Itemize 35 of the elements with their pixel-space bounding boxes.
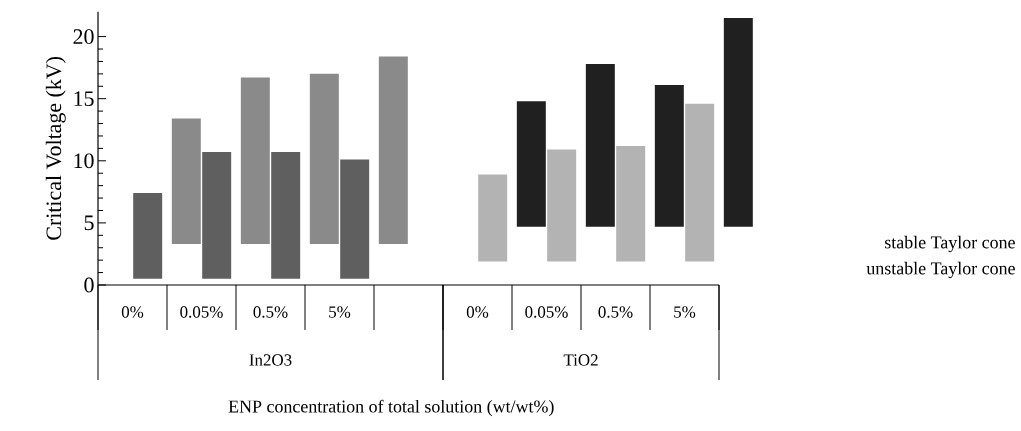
x-tick-label: 5%: [674, 306, 696, 318]
text: TiO2: [563, 354, 598, 366]
x-tick-label: 0%: [121, 306, 144, 318]
bar: [202, 152, 232, 279]
y-tick-label: 15: [74, 91, 94, 107]
bar: [516, 101, 546, 227]
x-tick-label: 0.5%: [253, 306, 288, 318]
text: In2O3: [249, 354, 292, 366]
y-tick-label: 5: [84, 215, 94, 231]
bar: [378, 56, 408, 245]
bar: [340, 159, 370, 279]
x-axis-title: ENP concentration of total solution (wt/wt%): [228, 399, 554, 417]
bar: [685, 103, 715, 262]
bar: [171, 118, 201, 245]
x-tick-label: 0.05%: [180, 306, 223, 318]
x-tick-label: 0%: [466, 306, 489, 318]
x-tick-label: 0.5%: [598, 306, 633, 318]
bar: [723, 17, 753, 227]
text: stable Taylor cone: [885, 235, 1015, 253]
bar: [133, 193, 163, 279]
y-tick-label: 0: [84, 277, 94, 293]
bar: [654, 85, 684, 227]
text: unstable Taylor cone: [866, 261, 1015, 279]
bar: [616, 145, 646, 262]
bar: [309, 73, 339, 245]
bar: [240, 77, 270, 245]
bar: [547, 149, 577, 262]
bar: [271, 152, 301, 279]
y-tick-label: 10: [74, 153, 94, 169]
x-tick-label: 0.05%: [525, 306, 568, 318]
bar: [585, 63, 615, 227]
y-axis-title: Critical Voltage (kV): [45, 56, 66, 240]
x-tick-label: 5%: [329, 306, 351, 318]
bar: [478, 174, 508, 262]
y-tick-label: 20: [73, 29, 94, 44]
